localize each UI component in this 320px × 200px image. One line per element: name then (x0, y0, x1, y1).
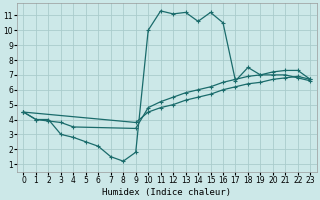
X-axis label: Humidex (Indice chaleur): Humidex (Indice chaleur) (102, 188, 231, 197)
